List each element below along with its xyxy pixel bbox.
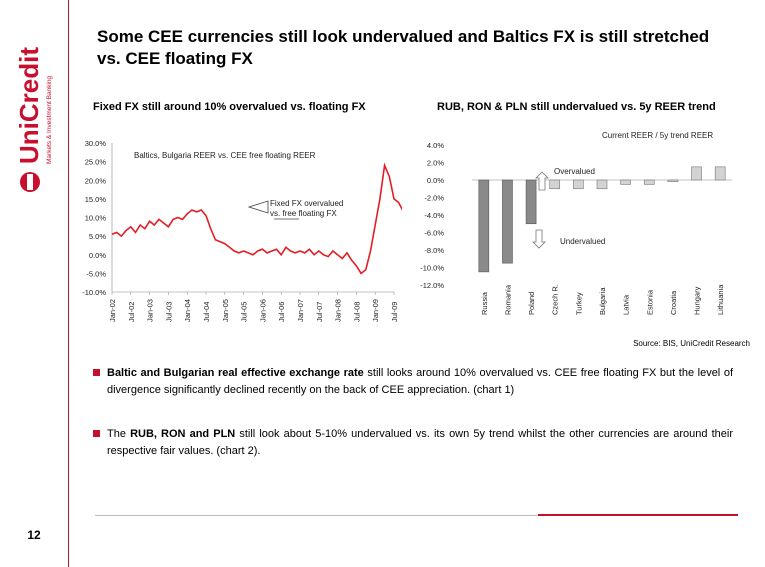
y-tick-label: 0.0% <box>427 176 444 185</box>
x-tick-label: Jan-08 <box>334 299 343 322</box>
down-arrow-icon <box>532 229 546 249</box>
x-tick-label: Russia <box>480 291 489 315</box>
x-tick-label: Hungary <box>693 286 702 315</box>
y-tick-label: -10.0% <box>82 288 106 297</box>
x-tick-label: Poland <box>527 292 536 315</box>
x-tick-label: Jul-08 <box>352 302 361 322</box>
x-tick-label: Jan-05 <box>221 299 230 322</box>
annotation-overvalued: Overvalued <box>554 167 595 176</box>
bullet-2-bold: RUB, RON and PLN <box>130 428 236 440</box>
chart2-bar-chart: 4.0% 2.0% 0.0% -2.0% -4.0% -6.0% -8.0% -10.0% -1… <box>420 131 732 315</box>
y-tick-label: -8.0% <box>424 246 444 255</box>
svg-text:UniCredit: UniCredit <box>14 47 44 164</box>
x-tick-label: Croatia <box>669 290 678 315</box>
bar <box>714 166 726 181</box>
x-tick-label: Jan-03 <box>146 299 155 322</box>
y-tick-label: 10.0% <box>85 214 107 223</box>
x-tick-label: Lithuania <box>716 284 725 315</box>
x-tick-label: Jul-06 <box>277 302 286 322</box>
x-tick-label: Czech R. <box>551 284 560 315</box>
bar <box>691 166 702 181</box>
x-tick-label: Jul-03 <box>164 302 173 322</box>
annotation-line-2: vs. free floating FX <box>270 209 337 218</box>
x-tick-label: Jan-04 <box>183 299 192 322</box>
bullet-1-text: still looks around 10% overvalued vs. CE… <box>107 367 733 396</box>
series-label: Baltics, Bulgaria REER vs. CEE free floa… <box>134 151 316 160</box>
footer-divider <box>95 515 738 516</box>
y-tick-label: -12.0% <box>420 281 444 290</box>
svg-text:Markets & Investment Banking: Markets & Investment Banking <box>46 75 53 164</box>
page-number: 12 <box>27 528 41 542</box>
bar <box>525 179 537 225</box>
bullet-2: The RUB, RON and PLN still look about 5-… <box>93 426 733 460</box>
bar <box>549 179 561 190</box>
chart1-title: Fixed FX still around 10% overvalued vs.… <box>93 101 366 113</box>
x-tick-label: Jul-05 <box>240 302 249 322</box>
bar <box>620 179 631 185</box>
y-tick-label: -10.0% <box>420 264 444 273</box>
bullet-1-bold: Baltic and Bulgarian real effective exch… <box>107 367 364 379</box>
bar <box>667 179 679 183</box>
bar <box>502 179 513 264</box>
x-tick-label: Latvia <box>622 294 631 315</box>
x-tick-label: Jan-02 <box>108 299 117 322</box>
bullet-square-icon <box>93 369 100 376</box>
y-tick-label: -6.0% <box>424 229 444 238</box>
x-tick-label: Jul-07 <box>315 302 324 322</box>
bar <box>573 179 584 190</box>
page-title: Some CEE currencies still look undervalu… <box>97 27 710 68</box>
y-tick-label: 25.0% <box>85 158 107 167</box>
y-tick-label: 4.0% <box>427 141 444 150</box>
bullet-square-icon <box>93 430 100 437</box>
bar <box>596 179 608 190</box>
x-tick-label: Estonia <box>645 289 654 315</box>
x-tick-label: Jan-09 <box>371 299 380 322</box>
annotation-undervalued: Undervalued <box>560 237 605 246</box>
chart2-title: RUB, RON & PLN still undervalued vs. 5y … <box>437 101 716 113</box>
y-tick-label: -4.0% <box>424 211 444 220</box>
series-line <box>111 162 402 275</box>
chart1-line-chart: 30.0% 25.0% 20.0% 15.0% 10.0% 5.0% 0.0% -5.0% -1… <box>82 139 402 322</box>
bullet-2-pre: The <box>107 428 131 440</box>
annotation-line-1: Fixed FX overvalued <box>270 199 343 208</box>
unicredit-logo: UniCredit Markets & Investment Banking <box>14 47 53 192</box>
x-tick-label: Turkey <box>574 292 583 315</box>
bullet-1: Baltic and Bulgarian real effective exch… <box>93 365 733 399</box>
x-tick-label: Romania <box>503 284 512 315</box>
brand-sidebar: UniCredit Markets & Investment Banking 1… <box>0 0 68 567</box>
bar <box>478 179 490 273</box>
chart2-legend: Current REER / 5y trend REER <box>602 131 713 140</box>
x-tick-label: Jul-04 <box>202 302 211 322</box>
x-tick-label: Jul-09 <box>390 302 399 322</box>
bar <box>643 179 655 185</box>
x-tick-label: Jul-02 <box>127 302 136 322</box>
y-tick-label: 20.0% <box>85 176 107 185</box>
y-tick-label: 2.0% <box>427 159 444 168</box>
source-note: Source: BIS, UniCredit Research <box>633 339 750 348</box>
arrow-icon <box>247 200 299 220</box>
y-tick-label: 30.0% <box>85 139 107 148</box>
bullet-2-text: still look about 5-10% undervalued vs. i… <box>107 428 734 457</box>
y-tick-label: 5.0% <box>89 232 106 241</box>
sidebar-divider <box>68 0 69 567</box>
x-tick-label: Jan-06 <box>258 299 267 322</box>
y-tick-label: 0.0% <box>89 251 106 260</box>
x-tick-label: Bulgaria <box>598 287 607 315</box>
y-tick-label: -2.0% <box>424 194 444 203</box>
x-tick-label: Jan-07 <box>296 299 305 322</box>
y-tick-label: 15.0% <box>85 195 107 204</box>
y-tick-label: -5.0% <box>86 269 106 278</box>
up-arrow-icon <box>535 171 549 191</box>
footer-accent <box>538 514 738 516</box>
brand-mark-icon <box>20 172 40 192</box>
